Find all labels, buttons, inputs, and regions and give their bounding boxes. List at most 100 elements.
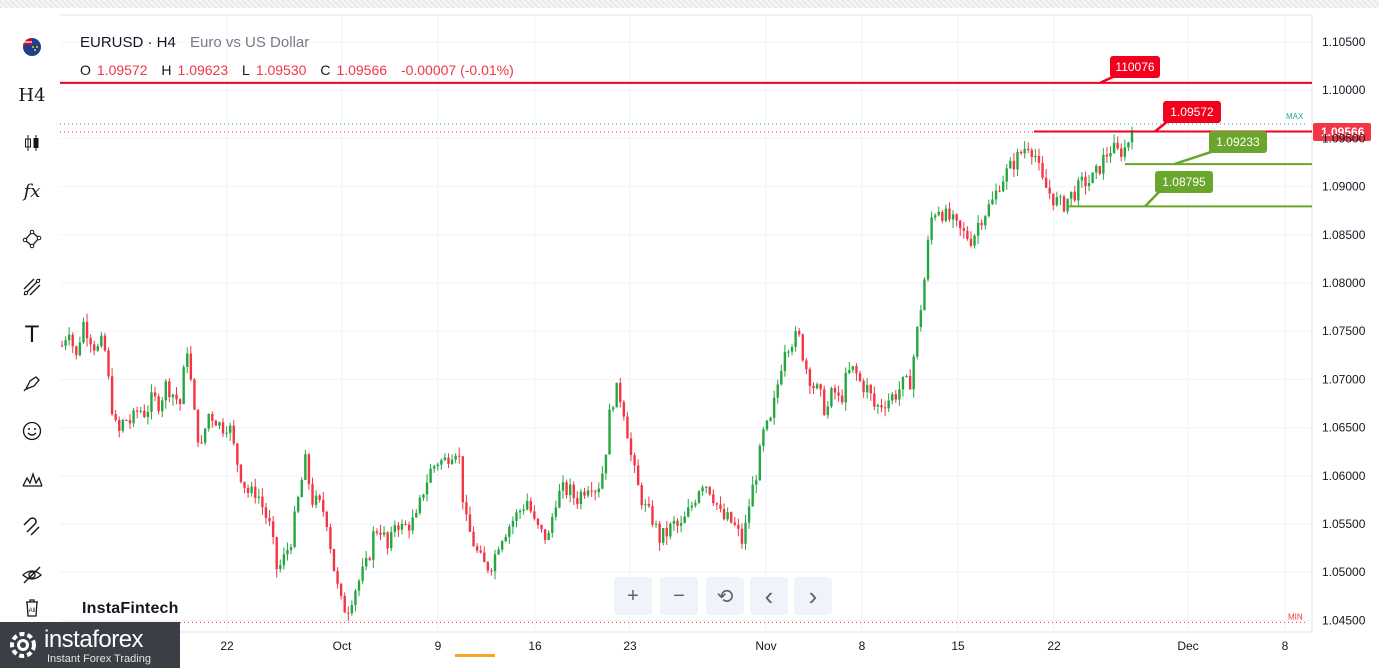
candle-body [891, 394, 894, 401]
candle-body [740, 528, 744, 544]
candle-body [465, 502, 468, 515]
candle-body [772, 397, 776, 418]
candle-body [182, 367, 185, 405]
candle-body [200, 442, 203, 444]
candle-body [450, 459, 454, 465]
candle-body [1016, 151, 1019, 170]
candle-body [397, 525, 400, 530]
high-value: 1.09623 [177, 62, 229, 78]
candle-body [690, 505, 694, 508]
candle-body [468, 514, 472, 532]
level-tag [1163, 101, 1221, 123]
candle-body [855, 366, 858, 374]
indicators-button[interactable]: fx [12, 172, 52, 210]
candle-body [551, 516, 554, 533]
time-tick-label: 23 [623, 639, 637, 653]
candle-body [386, 532, 389, 549]
symbol-flag-button[interactable] [12, 28, 52, 66]
chevron-left-icon: ‹ [764, 580, 774, 611]
candle-body [679, 523, 683, 526]
candle-body [228, 425, 232, 433]
candle-body [669, 523, 672, 537]
candle-body [71, 334, 74, 347]
candle-body [286, 550, 289, 555]
zoom-out-button[interactable]: − [660, 577, 698, 615]
candle-body [987, 204, 991, 217]
candle-body [497, 549, 500, 555]
chart-type-button[interactable] [12, 124, 52, 162]
pattern-button[interactable] [12, 460, 52, 498]
candle-body [1059, 196, 1062, 198]
candle-body [762, 429, 765, 446]
brush-button[interactable] [12, 364, 52, 402]
chevron-right-icon: › [808, 580, 818, 611]
candle-body [279, 565, 282, 570]
candle-body [1120, 148, 1123, 157]
candle-body [597, 488, 600, 493]
fib-tools-button[interactable] [12, 268, 52, 306]
zoom-in-button[interactable]: + [614, 577, 652, 615]
candle-body [311, 484, 314, 505]
candle-body [432, 466, 436, 469]
candle-body [100, 335, 103, 347]
candle-body [522, 509, 525, 511]
candle-body [400, 523, 404, 530]
candle-body [687, 507, 690, 517]
magnet-button[interactable] [12, 508, 52, 546]
candle-body [268, 517, 271, 522]
candle-body [898, 389, 901, 400]
level-tag-label: 1.09233 [1216, 135, 1260, 149]
candle-body [82, 321, 85, 343]
candle-body [848, 370, 851, 374]
logo-name: instaforex [44, 626, 144, 653]
scroll-left-button[interactable]: ‹ [750, 577, 788, 615]
candle-body [883, 407, 887, 409]
candle-body [246, 487, 250, 494]
candle-body [572, 484, 575, 499]
candle-body [329, 527, 332, 550]
reset-chart-button[interactable]: ⟲ [706, 577, 744, 615]
candle-body [540, 524, 543, 530]
candle-body [1116, 142, 1119, 149]
candle-body [293, 511, 296, 547]
interval-button[interactable]: H4 [12, 76, 52, 114]
level-tag-label: 1.09572 [1170, 105, 1214, 119]
candle-body [976, 222, 980, 236]
scroll-right-button[interactable]: › [794, 577, 832, 615]
candle-body [622, 402, 626, 417]
candle-body [543, 529, 547, 540]
candle-body [393, 525, 397, 532]
emoji-button[interactable] [12, 412, 52, 450]
text-tool-button[interactable]: T [12, 316, 52, 354]
trash-icon: All [26, 599, 38, 617]
candle-body [128, 420, 132, 424]
candle-body [322, 499, 325, 512]
price-tick-label: 1.07000 [1322, 372, 1366, 386]
brush-icon [23, 376, 40, 392]
remove-all-button[interactable]: All [12, 596, 52, 626]
plus-icon: + [627, 584, 639, 607]
candle-body [565, 482, 568, 495]
hide-drawings-button[interactable] [12, 556, 52, 594]
candle-body [418, 497, 422, 513]
candle-body [662, 528, 665, 543]
candle-body [633, 455, 636, 466]
candle-body [404, 523, 407, 525]
candle-body [1030, 150, 1033, 158]
time-tick-label: Dec [1177, 639, 1198, 653]
shapes-button[interactable] [12, 220, 52, 258]
candle-body [135, 410, 139, 412]
candle-body [969, 238, 973, 246]
pattern-icon [22, 471, 43, 487]
candle-body [368, 558, 371, 560]
candle-body [454, 455, 457, 460]
candle-body [1005, 168, 1008, 182]
candle-body [1087, 183, 1091, 187]
close-label: C [320, 62, 331, 78]
candle-body [440, 460, 443, 465]
candle-body [189, 353, 193, 380]
candle-body [805, 360, 808, 370]
candle-body [1077, 180, 1080, 201]
symbol-legend[interactable]: EURUSD · H4 Euro vs US Dollar [80, 34, 309, 51]
